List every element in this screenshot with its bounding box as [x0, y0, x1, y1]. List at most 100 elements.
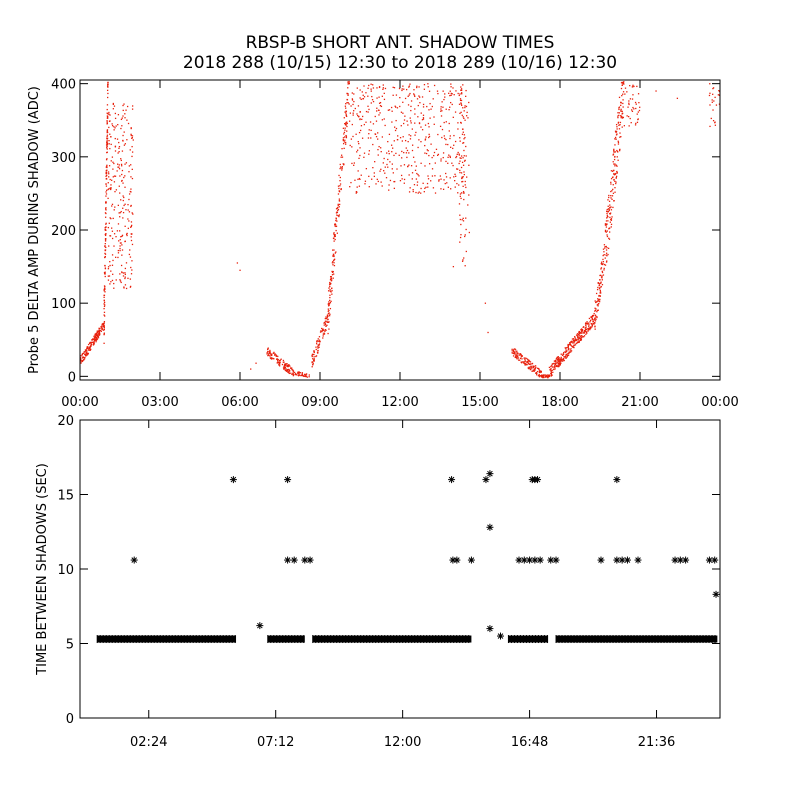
top-data-point: [420, 141, 422, 143]
top-data-point: [528, 360, 531, 362]
top-data-point: [582, 326, 584, 329]
top-data-point: [636, 113, 638, 115]
top-data-point: [619, 124, 621, 126]
top-y-tick-label: 400: [51, 78, 76, 93]
top-x-tick-label: 00:00: [701, 395, 738, 410]
top-data-point: [346, 130, 348, 132]
top-data-point: [119, 280, 122, 282]
top-data-point: [121, 235, 123, 237]
top-data-point: [525, 361, 528, 363]
top-data-point: [90, 348, 92, 351]
top-data-point: [622, 93, 624, 95]
top-data-point: [410, 135, 412, 137]
top-data-point: [614, 138, 616, 140]
top-data-point: [380, 151, 382, 153]
top-data-point: [386, 163, 388, 166]
top-data-point: [130, 236, 132, 238]
top-data-point: [365, 167, 368, 170]
top-data-point: [542, 375, 545, 377]
top-data-point: [420, 192, 422, 194]
top-data-point: [323, 324, 325, 326]
top-data-point: [103, 287, 106, 289]
top-data-point: [103, 311, 106, 313]
top-data-point: [602, 254, 604, 257]
top-data-point: [440, 158, 442, 160]
top-data-point: [333, 249, 335, 251]
top-plot-panel: 00:00 03:00 06:00 09:00 12:00 15:00 18:00 21:00…: [27, 78, 739, 410]
top-data-point: [105, 223, 107, 225]
top-data-point: [617, 141, 620, 144]
top-data-point: [612, 184, 614, 186]
top-data-point: [461, 161, 464, 164]
top-data-point: [389, 179, 392, 182]
top-data-point: [550, 372, 552, 374]
top-data-point: [372, 87, 375, 89]
top-data-point: [411, 128, 413, 130]
top-data-point: [329, 285, 331, 288]
top-data-point: [593, 319, 596, 321]
top-data-point: [551, 365, 553, 367]
top-data-point: [85, 354, 88, 356]
top-data-point: [107, 226, 110, 229]
top-data-point: [324, 321, 326, 324]
top-data-point: [551, 366, 554, 368]
top-data-point: [564, 351, 566, 353]
top-data-point: [566, 353, 568, 356]
top-data-point: [512, 350, 515, 353]
top-data-point: [428, 135, 431, 138]
top-data-point: [606, 210, 608, 212]
top-data-point: [104, 234, 107, 237]
top-data-point: [383, 118, 385, 120]
top-data-point: [118, 145, 121, 148]
top-data-point: [111, 123, 113, 125]
top-data-point: [358, 131, 361, 134]
top-data-point: [425, 136, 427, 138]
top-data-point: [302, 375, 305, 377]
top-data-point: [633, 85, 635, 88]
top-data-point: [578, 336, 580, 338]
top-data-point: [322, 337, 324, 339]
top-data-point: [532, 365, 534, 367]
top-data-point: [404, 97, 407, 100]
top-data-point: [613, 173, 615, 175]
top-data-point: [427, 186, 429, 188]
bottom-x-tick-label: 02:24: [130, 735, 167, 750]
top-data-point: [87, 343, 90, 346]
top-data-point: [106, 123, 108, 125]
top-data-point: [556, 361, 558, 363]
top-data-point: [587, 328, 589, 330]
top-data-point: [347, 81, 349, 83]
top-data-point: [106, 164, 108, 166]
top-data-point: [440, 160, 442, 162]
top-data-point: [604, 223, 607, 225]
top-y-tick-label: 100: [51, 297, 76, 312]
top-data-point: [332, 264, 334, 266]
top-data-point: [311, 361, 313, 364]
top-data-point: [711, 101, 713, 103]
top-data-point: [125, 287, 128, 290]
top-data-point: [445, 143, 447, 146]
top-data-point: [408, 134, 410, 136]
top-data-point: [462, 142, 464, 144]
top-data-point: [401, 89, 403, 92]
top-data-point: [292, 374, 295, 376]
top-data-point: [605, 223, 607, 226]
top-data-point: [447, 162, 449, 164]
top-data-point: [526, 358, 529, 360]
top-x-tick-label: 09:00: [301, 395, 338, 410]
top-data-point: [103, 288, 106, 290]
top-data-point: [118, 240, 120, 242]
top-data-point: [602, 258, 604, 261]
top-data-point: [403, 164, 406, 166]
top-data-point: [440, 110, 442, 112]
top-data-point: [517, 359, 520, 361]
top-data-point: [378, 114, 380, 116]
top-data-point: [92, 341, 94, 344]
top-data-point: [121, 150, 124, 152]
top-data-point: [122, 272, 125, 274]
top-data-point: [462, 180, 464, 183]
top-data-point: [440, 115, 443, 117]
top-data-point: [312, 358, 314, 360]
top-data-point: [421, 96, 424, 98]
top-data-point: [131, 155, 133, 158]
